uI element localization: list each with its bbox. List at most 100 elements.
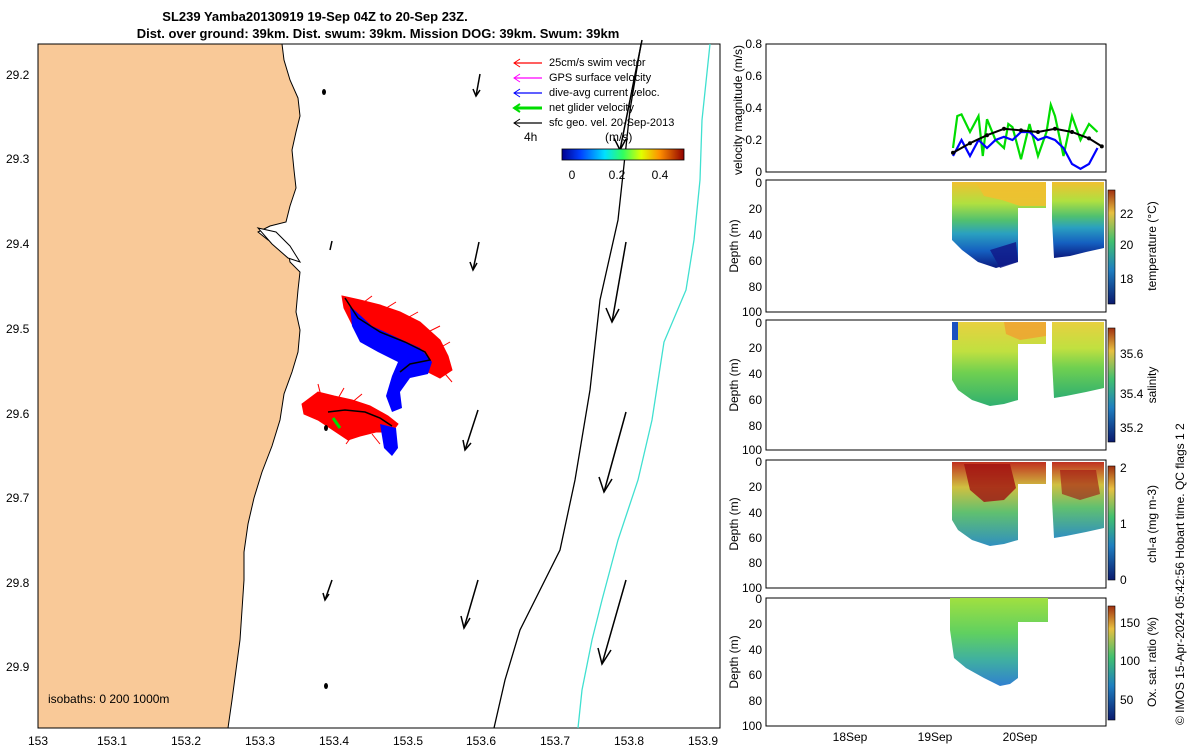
geo-arrow (460, 579, 479, 630)
temp-ytick: 40 (749, 228, 763, 242)
temp-ytick: 100 (742, 305, 762, 319)
oxygen-colorbar (1107, 605, 1116, 721)
oxygen-cbar-label: Ox. sat. ratio (%) (1145, 617, 1159, 707)
chla-panel (765, 459, 1107, 589)
dive-avg-vectors-south (380, 424, 398, 456)
legend-diveavg-arrowhead (513, 88, 521, 98)
temperature-cold-bottom (990, 242, 1018, 268)
chla-ylabel: Depth (m) (727, 497, 741, 550)
temperature-field-b (1052, 182, 1104, 258)
chla-ytick: 40 (749, 506, 763, 520)
temp-ytick: 20 (749, 202, 763, 216)
chla-maximum-patch (964, 464, 1016, 502)
time-axis: 18Sep 19Sep 20Sep (833, 730, 1038, 744)
geo-arrow (469, 241, 480, 272)
map-legend: 25cm/s swim vector GPS surface velocity … (512, 57, 685, 182)
legend-gps-arrowhead (513, 73, 521, 83)
temp-cbar-tick: 22 (1120, 207, 1134, 221)
temp-ytick: 80 (749, 280, 763, 294)
temp-ytick: 0 (755, 176, 762, 190)
lon-axis: 153 153.1 153.2 153.3 153.4 153.5 153.6 … (28, 734, 718, 748)
temp-ytick: 60 (749, 254, 763, 268)
lon-tick: 153.5 (393, 734, 423, 748)
colorbar-tick: 0 (569, 168, 576, 182)
ox-cbar-tick: 100 (1120, 654, 1140, 668)
chla-ytick: 100 (742, 581, 762, 595)
ox-ytick: 20 (749, 617, 763, 631)
lat-tick: 29.8 (6, 576, 30, 590)
track-line-north (344, 297, 432, 373)
land-area (37, 43, 301, 729)
chla-axes (765, 459, 1107, 589)
lon-tick: 153 (28, 734, 48, 748)
colorbars: 22 20 18 temperature (°C) 35.6 35.4 35.2… (1107, 189, 1159, 721)
isobath-200m (493, 43, 642, 729)
geo-arrow (597, 579, 627, 666)
salinity-panel (765, 319, 1107, 451)
speed-colorbar (561, 148, 685, 161)
lat-tick: 29.9 (6, 660, 30, 674)
vel-ytick: 0.8 (745, 37, 762, 51)
swim-arrow-fan-south (317, 383, 381, 445)
velocity-series-line (951, 100, 1099, 160)
island-marker (324, 683, 328, 689)
salinity-axes (765, 319, 1107, 451)
velocity-point (1087, 136, 1091, 141)
lon-tick: 153.9 (688, 734, 718, 748)
lat-tick: 29.5 (6, 322, 30, 336)
temperature-axes (765, 179, 1107, 313)
sal-cbar-tick: 35.6 (1120, 347, 1144, 361)
temperature-colorbar (1107, 189, 1116, 305)
chla-ytick: 60 (749, 531, 763, 545)
colorbar-tick: 0.4 (652, 168, 669, 182)
ox-ytick: 80 (749, 694, 763, 708)
velocity-axes (765, 43, 1107, 173)
sal-ytick: 80 (749, 419, 763, 433)
lon-tick: 153.3 (245, 734, 275, 748)
temperature-ylabel: Depth (m) (727, 219, 741, 272)
velocity-panel: 0 0.2 0.4 0.6 0.8 velocity magnitude (m/… (731, 37, 1107, 179)
chla-cbar-tick: 2 (1120, 461, 1127, 475)
vel-ytick: 0.6 (745, 69, 762, 83)
title-line2: Dist. over ground: 39km. Dist. swum: 39k… (137, 26, 620, 41)
sal-ytick: 40 (749, 367, 763, 381)
geo-arrow (462, 409, 479, 452)
lon-tick: 153.1 (97, 734, 127, 748)
map-panel: 25cm/s swim vector GPS surface velocity … (6, 39, 721, 748)
net-velocity-south (331, 417, 342, 429)
sal-cbar-tick: 35.4 (1120, 387, 1144, 401)
lat-tick: 29.4 (6, 237, 30, 251)
swim-arrow-fan-north (359, 295, 453, 383)
sal-ytick: 100 (742, 443, 762, 457)
ox-ytick: 60 (749, 668, 763, 682)
sal-ytick: 60 (749, 393, 763, 407)
velocity-point (1002, 126, 1006, 131)
legend-swim-arrowhead (513, 58, 521, 68)
legend-geo-arrowhead (513, 118, 521, 128)
chla-ytick: 80 (749, 556, 763, 570)
temperature-cbar-label: temperature (°C) (1145, 201, 1159, 291)
geo-arrow (605, 241, 627, 324)
sal-ytick: 0 (755, 316, 762, 330)
isobaths-label: isobaths: 0 200 1000m (48, 692, 169, 706)
x-tick: 18Sep (833, 730, 868, 744)
imos-footer: © IMOS 15-Apr-2024 05:42:56 Hobart time.… (1173, 423, 1187, 725)
vel-ytick: 0.4 (745, 101, 762, 115)
depth-yaxes: 0 20 40 60 80 100 Depth (m) 0 20 40 60 8… (727, 176, 762, 733)
lon-tick: 153.4 (319, 734, 349, 748)
velocity-point (1099, 144, 1104, 149)
geo-arrow (472, 73, 481, 98)
velocity-point (968, 141, 972, 146)
lon-tick: 153.6 (466, 734, 496, 748)
sfc-geo-velocity-arrows (322, 39, 643, 666)
colorbar-tick: 0.2 (609, 168, 626, 182)
colorbar-unit-label: (m/s) (605, 130, 632, 144)
temperature-warm-cap (976, 182, 1046, 206)
salinity-high-cap (1004, 322, 1046, 340)
chla-ytick: 0 (755, 455, 762, 469)
legend-diveavg: dive-avg current veloc. (549, 87, 660, 99)
island-marker (324, 425, 328, 431)
geo-arrow (322, 579, 333, 602)
chla-maximum-patch-b (1060, 470, 1100, 500)
velocity-series-line (952, 130, 1099, 171)
